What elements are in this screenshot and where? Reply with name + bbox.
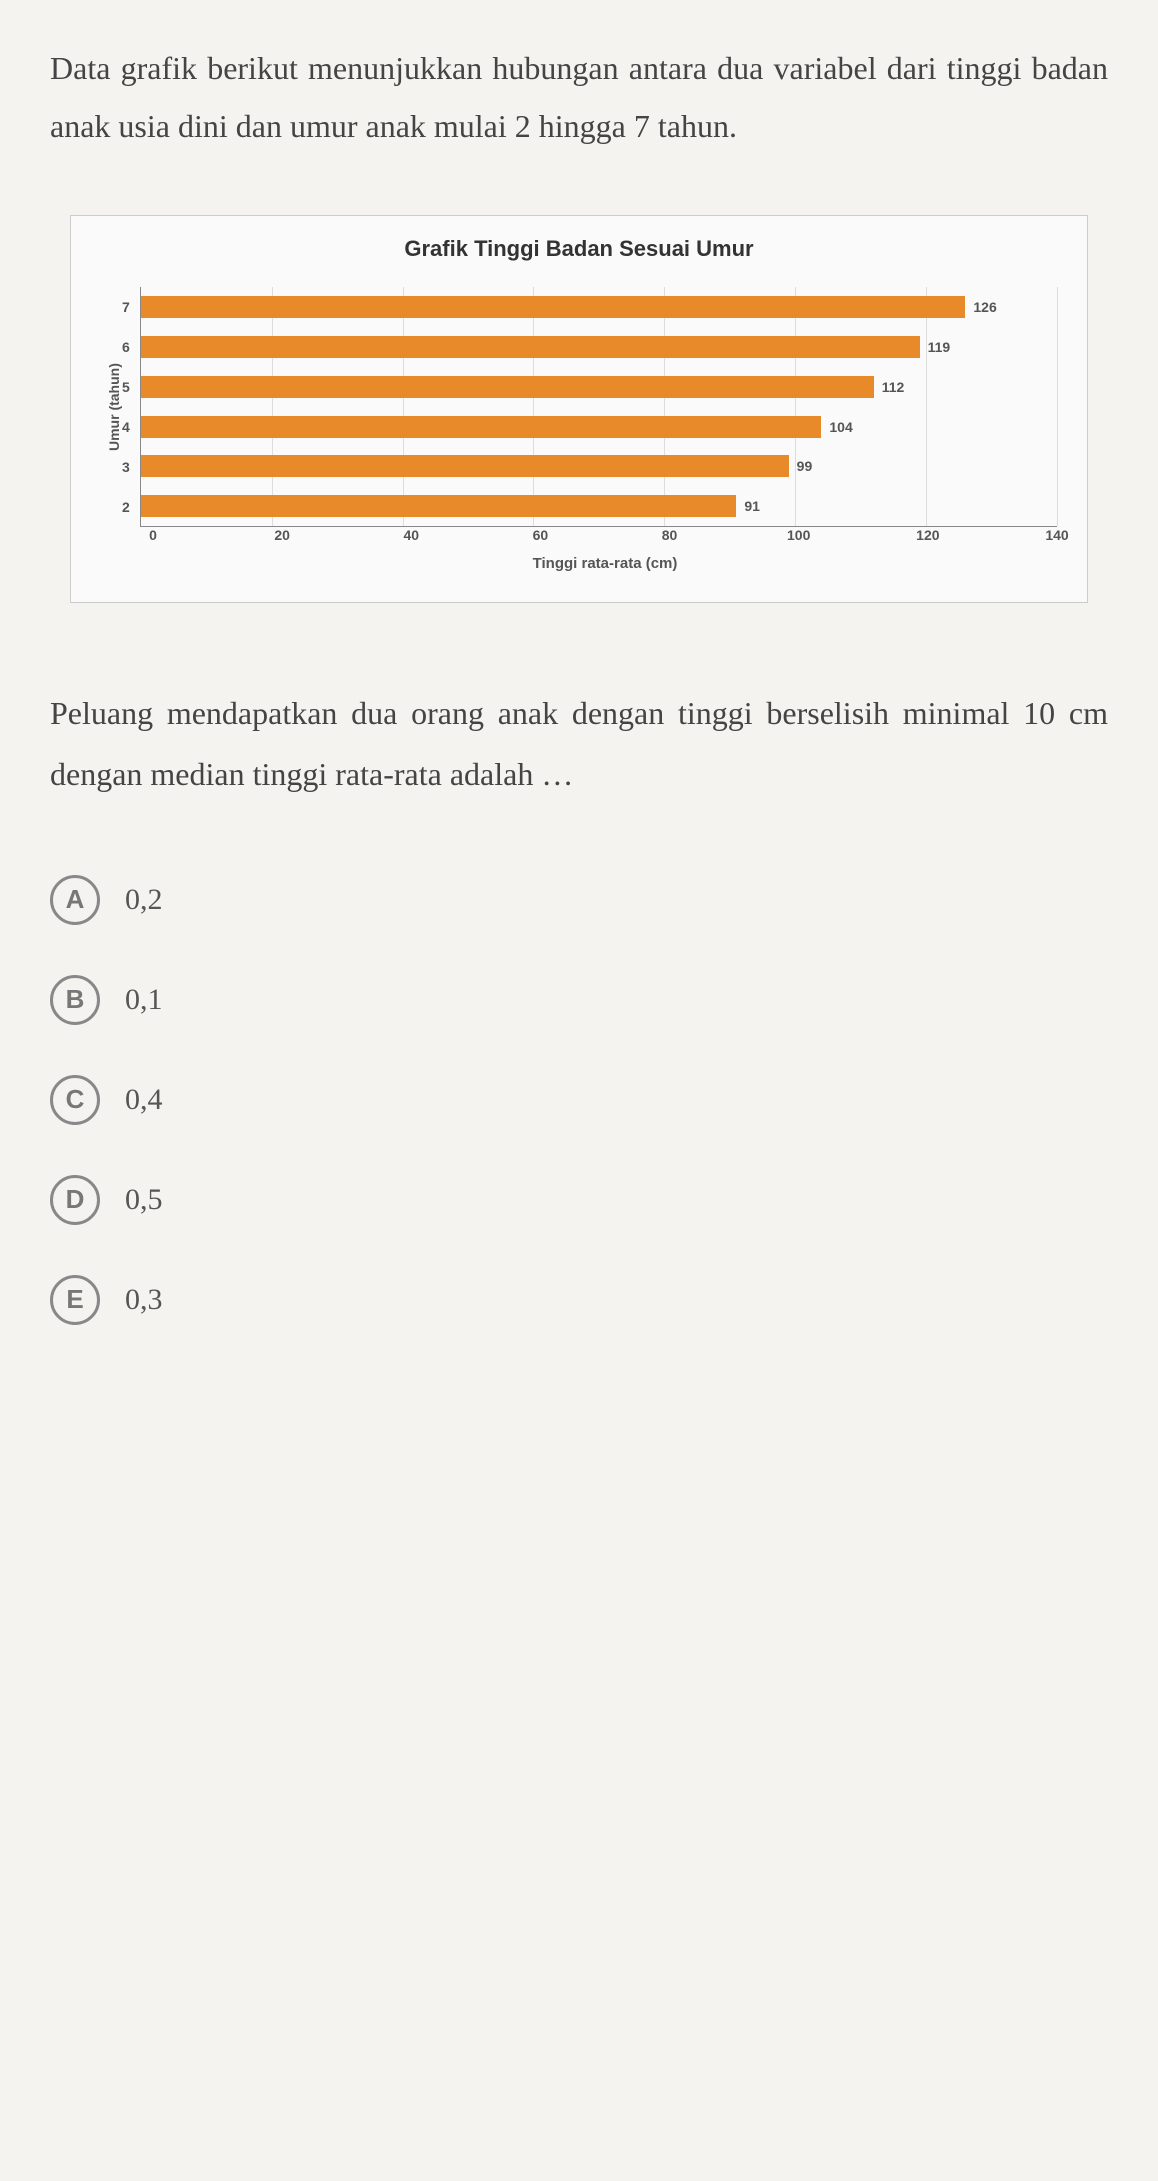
bar-label: 104 — [829, 419, 852, 435]
y-tick: 7 — [122, 299, 130, 315]
option-a[interactable]: A 0,2 — [50, 875, 1108, 925]
bars: 126 119 112 104 99 — [141, 287, 1057, 526]
bar-label: 99 — [797, 458, 813, 474]
options-list: A 0,2 B 0,1 C 0,4 D 0,5 E 0,3 — [50, 875, 1108, 1325]
option-letter: C — [50, 1075, 100, 1125]
bar-row: 112 — [141, 376, 1057, 398]
bar-label: 119 — [928, 339, 951, 355]
option-letter: B — [50, 975, 100, 1025]
option-c[interactable]: C 0,4 — [50, 1075, 1108, 1125]
bar — [141, 336, 920, 358]
question-prompt: Peluang mendapatkan dua orang anak denga… — [50, 683, 1108, 805]
y-tick: 2 — [122, 499, 130, 515]
plot-area: 126 119 112 104 99 — [140, 287, 1057, 527]
x-ticks: 020406080100120140 — [153, 527, 1057, 547]
bar-row: 91 — [141, 495, 1057, 517]
y-tick: 3 — [122, 459, 130, 475]
question-intro: Data grafik berikut menunjukkan hubungan… — [50, 40, 1108, 155]
chart-container: Grafik Tinggi Badan Sesuai Umur Umur (ta… — [70, 215, 1088, 603]
bar-label: 91 — [744, 498, 760, 514]
bar-label: 126 — [973, 299, 996, 315]
option-letter: D — [50, 1175, 100, 1225]
chart-title: Grafik Tinggi Badan Sesuai Umur — [101, 236, 1057, 262]
option-d[interactable]: D 0,5 — [50, 1175, 1108, 1225]
y-tick: 5 — [122, 379, 130, 395]
bar-row: 119 — [141, 336, 1057, 358]
y-tick: 6 — [122, 339, 130, 355]
option-e[interactable]: E 0,3 — [50, 1275, 1108, 1325]
bar — [141, 376, 874, 398]
option-value: 0,2 — [125, 883, 163, 917]
bar-row: 99 — [141, 455, 1057, 477]
chart-body: Umur (tahun) 7 6 5 4 3 2 126 119 — [101, 287, 1057, 527]
bar — [141, 495, 737, 517]
y-axis-label: Umur (tahun) — [101, 287, 122, 527]
option-value: 0,5 — [125, 1183, 163, 1217]
y-tick: 4 — [122, 419, 130, 435]
bar-row: 104 — [141, 416, 1057, 438]
y-ticks: 7 6 5 4 3 2 — [122, 287, 140, 527]
bar — [141, 416, 822, 438]
bar-row: 126 — [141, 296, 1057, 318]
bar — [141, 455, 789, 477]
option-b[interactable]: B 0,1 — [50, 975, 1108, 1025]
bar — [141, 296, 966, 318]
x-axis-label: Tinggi rata-rata (cm) — [153, 555, 1057, 572]
option-letter: E — [50, 1275, 100, 1325]
option-value: 0,4 — [125, 1083, 163, 1117]
option-value: 0,3 — [125, 1283, 163, 1317]
option-value: 0,1 — [125, 983, 163, 1017]
option-letter: A — [50, 875, 100, 925]
bar-label: 112 — [882, 379, 905, 395]
